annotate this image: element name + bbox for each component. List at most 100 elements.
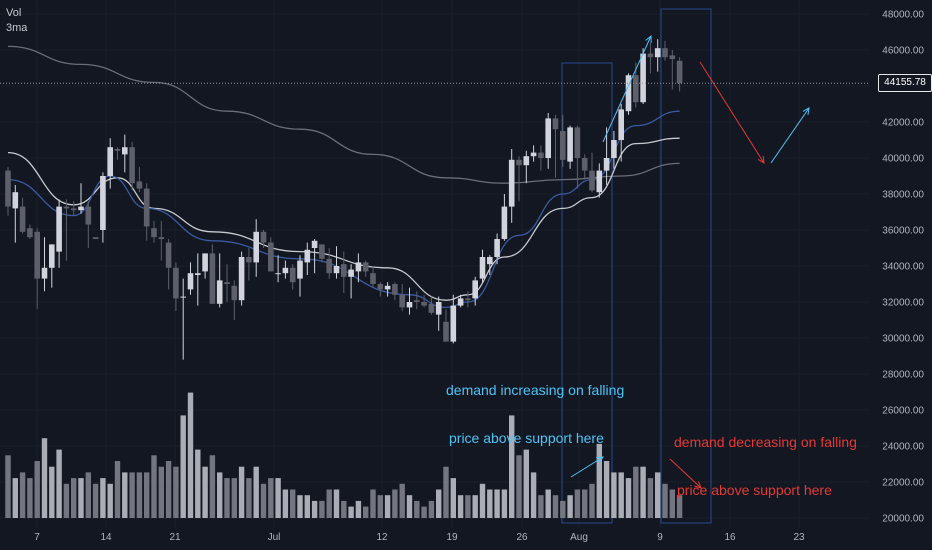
- volume-bar: [611, 472, 617, 518]
- price-tick-label: 28000.00: [882, 370, 924, 381]
- candle-body: [100, 176, 106, 230]
- time-tick-label: 21: [169, 532, 181, 543]
- candle-body: [311, 240, 318, 248]
- volume-bar: [19, 472, 26, 518]
- volume-bar: [457, 495, 464, 518]
- volume-bar: [311, 500, 318, 518]
- volume-bar: [195, 449, 201, 518]
- volume-bar: [355, 500, 362, 518]
- annotation-arrow: [602, 34, 652, 143]
- candle-body: [611, 140, 617, 158]
- candle-body: [501, 206, 508, 239]
- candle-body: [231, 285, 238, 301]
- volume-bar: [100, 478, 106, 518]
- time-tick-label: 19: [446, 532, 458, 543]
- candle-body: [435, 302, 442, 315]
- volume-bar: [582, 489, 588, 518]
- annotation-demand-decreasing: demand decreasing on falling price above…: [674, 402, 857, 514]
- candle-body: [414, 300, 420, 302]
- volume-bar: [268, 478, 274, 518]
- candle-body: [538, 152, 544, 158]
- price-tick-label: 38000.00: [882, 190, 924, 201]
- volume-bar: [231, 478, 237, 518]
- candle-body: [552, 118, 559, 130]
- last-price-badge: 44155.78: [878, 74, 932, 93]
- candle-body: [129, 147, 135, 184]
- volume-bar: [260, 483, 267, 518]
- volume-bar: [187, 392, 194, 518]
- annotation-arrow: [570, 456, 604, 478]
- volume-bar: [341, 500, 347, 518]
- candle-body: [574, 127, 581, 158]
- volume-bar: [34, 461, 40, 518]
- candle-body: [647, 53, 654, 58]
- candle-body: [428, 303, 435, 313]
- candle-body: [216, 280, 223, 304]
- volume-bar: [676, 495, 683, 518]
- volume-bar: [669, 489, 675, 518]
- time-tick-label: 9: [657, 532, 663, 543]
- annotation-line: price above support here: [449, 430, 604, 446]
- volume-bar: [12, 478, 18, 518]
- volume-bar: [78, 478, 84, 518]
- volume-bar: [436, 489, 442, 518]
- candle-body: [348, 269, 354, 277]
- candle-body: [195, 273, 201, 275]
- volume-bar: [92, 483, 99, 518]
- highlight-boxes: [561, 8, 712, 524]
- candle-body: [603, 158, 610, 171]
- volume-bar: [363, 506, 369, 518]
- annotation-arrow: [699, 61, 765, 164]
- volume-bar: [297, 495, 303, 518]
- price-tick-label: 30000.00: [882, 334, 924, 345]
- candle-body: [355, 262, 362, 272]
- candle-body: [202, 253, 208, 272]
- candle-body: [27, 228, 33, 238]
- candle-body: [173, 267, 179, 299]
- candle-body: [370, 273, 376, 284]
- volume-bar: [209, 455, 216, 518]
- candle-body: [92, 237, 99, 239]
- candle-body: [399, 294, 405, 308]
- annotation-arrows: [570, 34, 810, 489]
- volume-bar: [603, 461, 610, 518]
- arrow-head: [645, 34, 652, 44]
- volume-bar: [326, 489, 332, 518]
- candle-body: [450, 305, 457, 342]
- time-tick-label: 23: [793, 532, 805, 543]
- volume-bar: [282, 489, 289, 518]
- volume-bar: [501, 489, 508, 518]
- candle-body: [122, 147, 128, 155]
- candle-body: [333, 266, 340, 274]
- ma-slow-line: [7, 45, 680, 184]
- price-tick-label: 40000.00: [882, 154, 924, 165]
- volume-bar: [290, 489, 296, 518]
- volume-bar: [253, 466, 259, 518]
- candle-body: [472, 280, 478, 299]
- candle-body: [567, 127, 573, 162]
- arrow-shaft: [602, 35, 652, 143]
- volume-bar: [85, 472, 91, 518]
- volume-bar: [180, 415, 186, 518]
- candle-body: [392, 284, 398, 295]
- volume-bar: [655, 472, 661, 518]
- candle-body: [107, 147, 113, 176]
- candle-body: [19, 206, 26, 232]
- volume-bar: [107, 483, 113, 518]
- price-tick-label: 24000.00: [882, 442, 924, 453]
- candle-body: [253, 231, 259, 263]
- time-tick-label: 7: [34, 532, 40, 543]
- candle-body: [268, 242, 274, 272]
- candle-body: [12, 192, 19, 209]
- candle-body: [70, 208, 77, 211]
- volume-bar: [523, 449, 529, 518]
- volume-bar: [406, 495, 413, 518]
- volume-bar: [450, 478, 456, 518]
- volume-bar: [640, 466, 646, 518]
- candle-body: [421, 302, 427, 306]
- candle-body: [158, 237, 165, 239]
- volume-bar: [567, 495, 573, 518]
- volume-bar: [136, 472, 143, 518]
- time-tick-label: Jul: [268, 532, 281, 543]
- candle-body: [516, 159, 522, 166]
